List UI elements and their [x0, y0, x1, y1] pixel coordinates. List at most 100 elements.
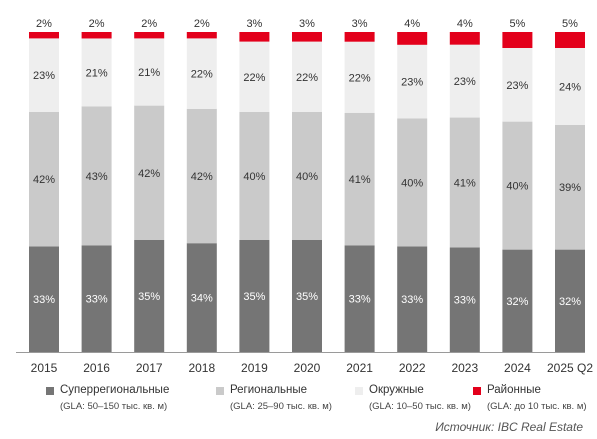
bar-segment-neighborhood	[292, 32, 322, 42]
data-label-regional: 42%	[191, 171, 213, 183]
legend-label-superregional: Суперрегиональные	[60, 384, 170, 396]
data-label-superregional: 35%	[296, 291, 318, 303]
legend-swatch-neighborhood	[473, 387, 481, 395]
data-label-regional: 41%	[349, 174, 371, 186]
legend-label-neighborhood: Районные	[487, 384, 541, 396]
bar-segment-district	[239, 41, 270, 112]
bar-segment-regional	[502, 121, 533, 250]
data-label-neighborhood: 2%	[194, 18, 210, 30]
data-label-superregional: 33%	[349, 294, 371, 306]
bar-segment-district	[397, 44, 428, 119]
bar-segment-neighborhood	[29, 32, 59, 39]
bar-segment-regional	[397, 118, 428, 247]
bar-segment-district	[29, 38, 59, 112]
data-label-regional: 42%	[138, 168, 160, 180]
data-label-district: 21%	[86, 67, 108, 79]
data-label-district: 23%	[454, 76, 476, 88]
legend-sub-superregional: (GLA: 50–150 тыс. кв. м)	[60, 401, 168, 412]
data-label-neighborhood: 5%	[562, 18, 578, 30]
data-label-regional: 41%	[454, 177, 476, 189]
legend-label-regional: Региональные	[230, 384, 308, 396]
bar-segment-district	[134, 38, 165, 106]
data-label-district: 21%	[138, 67, 160, 79]
bar-segment-regional	[292, 112, 322, 240]
bar-segment-neighborhood	[502, 32, 533, 48]
bar-segment-regional	[134, 105, 165, 240]
data-label-district: 24%	[559, 81, 581, 93]
bar-segment-regional	[29, 112, 59, 247]
bar-segment-superregional	[344, 245, 375, 352]
data-label-superregional: 32%	[506, 296, 528, 308]
data-label-neighborhood: 2%	[36, 18, 52, 30]
data-label-superregional: 33%	[401, 294, 423, 306]
bar-segment-neighborhood	[449, 32, 480, 45]
bar-segment-district	[555, 48, 585, 125]
x-tick-label: 2016	[83, 361, 110, 375]
data-label-regional: 39%	[559, 182, 581, 194]
bar-segment-district	[292, 41, 322, 112]
bar-segment-neighborhood	[81, 32, 112, 39]
bar-segment-superregional	[134, 240, 165, 352]
x-tick-label: 2017	[136, 361, 163, 375]
data-label-neighborhood: 5%	[509, 18, 525, 30]
source-note: Источник: IBC Real Estate	[435, 420, 583, 434]
legend-sub-regional: (GLA: 25–90 тыс. кв. м)	[230, 401, 332, 412]
bar-segment-district	[186, 38, 217, 109]
data-label-superregional: 34%	[191, 293, 213, 305]
data-label-superregional: 35%	[138, 291, 160, 303]
bar-segment-regional	[344, 112, 375, 246]
data-label-district: 22%	[191, 69, 213, 81]
x-tick-label: 2025 Q2	[547, 361, 593, 375]
data-label-district: 23%	[401, 77, 423, 89]
bar-segment-superregional	[502, 249, 533, 352]
data-label-neighborhood: 2%	[141, 18, 157, 30]
bar-segment-superregional	[239, 240, 270, 352]
legend-swatch-superregional	[46, 387, 54, 395]
bar-segment-regional	[186, 108, 217, 244]
data-label-regional: 40%	[243, 171, 265, 183]
data-label-regional: 40%	[401, 177, 423, 189]
data-label-district: 22%	[349, 72, 371, 84]
data-label-superregional: 33%	[86, 294, 108, 306]
bar-segment-superregional	[29, 246, 59, 352]
x-tick-label: 2023	[451, 361, 478, 375]
data-label-district: 22%	[296, 72, 318, 84]
bar-segment-district	[81, 38, 112, 107]
legend-swatch-district	[355, 387, 363, 395]
bar-segment-neighborhood	[397, 32, 428, 45]
x-tick-label: 2020	[294, 361, 321, 375]
data-label-superregional: 35%	[243, 291, 265, 303]
data-label-superregional: 33%	[33, 294, 55, 306]
data-label-neighborhood: 3%	[352, 18, 368, 30]
data-label-district: 22%	[243, 72, 265, 84]
data-label-superregional: 33%	[454, 295, 476, 307]
x-tick-label: 2018	[188, 361, 215, 375]
bar-segment-superregional	[81, 245, 112, 352]
data-label-regional: 40%	[296, 171, 318, 183]
data-label-district: 23%	[506, 80, 528, 92]
data-label-neighborhood: 4%	[457, 18, 473, 30]
bar-segment-regional	[449, 117, 480, 248]
bar-segment-superregional	[555, 249, 585, 352]
legend-label-district: Окружные	[369, 384, 424, 396]
stacked-bar-chart: 33% 42% 23% 2% 2015 33% 43% 21% 2% 2016 35% 42% 21% 2…	[16, 18, 593, 375]
data-label-neighborhood: 2%	[89, 18, 105, 30]
data-label-regional: 42%	[33, 174, 55, 186]
bar-segment-neighborhood	[134, 32, 165, 39]
bar-segment-district	[344, 41, 375, 113]
bar-segment-superregional	[397, 246, 428, 352]
bar-segment-superregional	[292, 240, 322, 352]
data-label-district: 23%	[33, 70, 55, 82]
bar-segment-regional	[81, 106, 112, 246]
x-tick-label: 2024	[504, 361, 531, 375]
data-label-neighborhood: 3%	[246, 18, 262, 30]
legend-swatch-regional	[216, 387, 224, 395]
data-label-neighborhood: 4%	[404, 18, 420, 30]
x-tick-label: 2015	[31, 361, 58, 375]
bar-segment-regional	[555, 124, 585, 250]
bar-segment-superregional	[186, 243, 217, 352]
data-label-neighborhood: 3%	[299, 18, 315, 30]
bar-segment-regional	[239, 112, 270, 240]
legend-sub-district: (GLA: 10–50 тыс. кв. м)	[369, 401, 471, 412]
data-label-regional: 43%	[86, 171, 108, 183]
